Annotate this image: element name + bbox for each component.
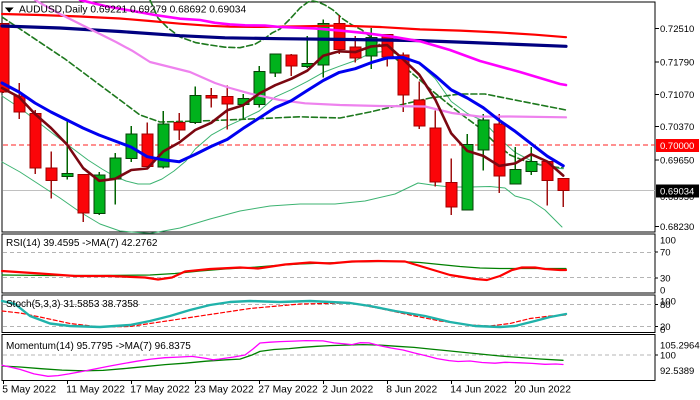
svg-text:11 May 2022: 11 May 2022 — [66, 385, 125, 396]
svg-text:20: 20 — [660, 322, 671, 333]
svg-text:105.2964: 105.2964 — [660, 341, 700, 352]
svg-text:0.68230: 0.68230 — [660, 222, 694, 233]
svg-text:2 Jun 2022: 2 Jun 2022 — [322, 385, 373, 396]
svg-text:100: 100 — [660, 297, 676, 308]
svg-text:17 May 2022: 17 May 2022 — [130, 385, 190, 396]
svg-text:92.5389: 92.5389 — [660, 366, 694, 377]
svg-text:0: 0 — [660, 286, 665, 297]
svg-text:100: 100 — [660, 236, 676, 247]
svg-text:0.71790: 0.71790 — [660, 57, 694, 68]
svg-text:RSI(14) 39.4595 ->MA(7) 42.27: RSI(14) 39.4595 ->MA(7) 42.2762 — [6, 238, 158, 249]
svg-text:70: 70 — [660, 248, 671, 259]
svg-text:0: 0 — [660, 325, 665, 336]
svg-text:100: 100 — [660, 351, 676, 362]
svg-text:30: 30 — [660, 274, 671, 285]
svg-text:14 Jun 2022: 14 Jun 2022 — [450, 385, 507, 396]
svg-text:Momentum(14) 95.7795 ->MA(7): Momentum(14) 95.7795 ->MA(7) 96.8375 — [6, 341, 191, 352]
svg-text:27 May 2022: 27 May 2022 — [258, 385, 318, 396]
svg-text:0.70370: 0.70370 — [660, 122, 694, 133]
svg-text:0.71070: 0.71070 — [660, 90, 694, 101]
svg-text:AUDUSD,Daily 0.69221 0.69279: AUDUSD,Daily 0.69221 0.69279 0.68692 0.6… — [19, 5, 246, 16]
svg-text:20 Jun 2022: 20 Jun 2022 — [514, 385, 571, 396]
svg-text:0.70000: 0.70000 — [660, 141, 694, 152]
svg-text:0.69650: 0.69650 — [660, 155, 694, 166]
svg-text:Stoch(5,3,3) 31.5853 38.7358: Stoch(5,3,3) 31.5853 38.7358 — [6, 299, 139, 310]
svg-text:80: 80 — [660, 300, 671, 311]
svg-text:0.69034: 0.69034 — [660, 187, 694, 198]
svg-text:23 May 2022: 23 May 2022 — [194, 385, 254, 396]
svg-text:0.72510: 0.72510 — [660, 24, 694, 35]
svg-text:8 Jun 2022: 8 Jun 2022 — [386, 385, 437, 396]
svg-text:5 May 2022: 5 May 2022 — [2, 385, 56, 396]
